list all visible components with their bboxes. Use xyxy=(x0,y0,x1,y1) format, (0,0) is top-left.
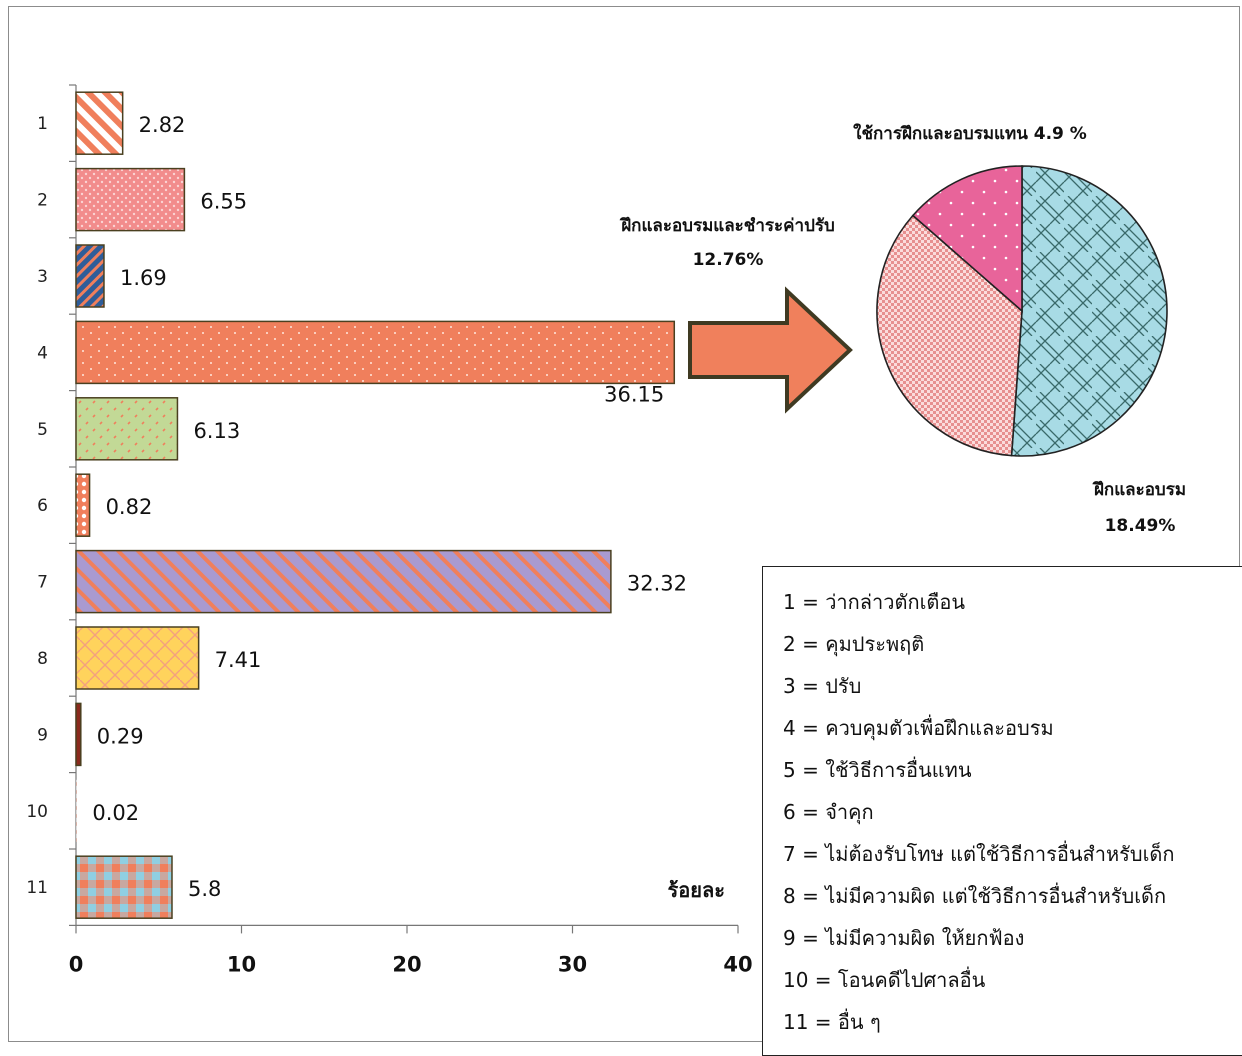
legend-box: 1 = ว่ากล่าวตักเตือน 2 = คุมประพฤติ 3 = … xyxy=(762,566,1242,1056)
data-label: 6.13 xyxy=(193,419,240,443)
pie-chart xyxy=(877,166,1167,456)
legend-item: 10 = โอนคดีไปศาลอื่น xyxy=(783,959,1242,1001)
pie-label-medium: ฝึกและอบรมและชำระค่าปรับ xyxy=(619,216,834,236)
legend-item: 9 = ไม่มีความผิด ให้ยกฟ้อง xyxy=(783,917,1242,959)
category-label: 9 xyxy=(37,725,48,745)
legend-item: 7 = ไม่ต้องรับโทษ แต่ใช้วิธีการอื่นสำหรั… xyxy=(783,833,1242,875)
category-label: 1 xyxy=(37,114,48,134)
bar-6 xyxy=(76,474,90,536)
bar-11 xyxy=(76,856,172,918)
legend-item: 1 = ว่ากล่าวตักเตือน xyxy=(783,581,1242,623)
pie-slice-2 xyxy=(1012,166,1167,456)
legend-item: 3 = ปรับ xyxy=(783,665,1242,707)
bar-3 xyxy=(76,245,104,307)
legend-item: 8 = ไม่มีความผิด แต่ใช้วิธีการอื่นสำหรับ… xyxy=(783,875,1242,917)
category-label: 10 xyxy=(26,802,48,822)
x-tick-label: 20 xyxy=(392,952,421,976)
x-tick-label: 10 xyxy=(227,952,256,976)
bar-9 xyxy=(76,703,81,765)
data-label: 2.82 xyxy=(139,113,186,137)
data-label: 1.69 xyxy=(120,266,167,290)
category-label: 4 xyxy=(37,343,48,363)
category-label: 6 xyxy=(37,496,48,516)
data-label: 0.82 xyxy=(106,495,153,519)
pie-label-large: ฝึกและอบรม xyxy=(1092,480,1186,500)
x-tick-label: 40 xyxy=(723,952,752,976)
pie-value-large: 18.49% xyxy=(1105,516,1176,536)
x-tick-label: 0 xyxy=(69,952,84,976)
category-label: 11 xyxy=(26,878,48,898)
legend-item: 6 = จำคุก xyxy=(783,791,1242,833)
legend-item: 2 = คุมประพฤติ xyxy=(783,623,1242,665)
legend-item: 5 = ใช้วิธีการอื่นแทน xyxy=(783,749,1242,791)
data-label: 5.8 xyxy=(188,877,221,901)
bar-1 xyxy=(76,92,123,154)
x-tick-label: 30 xyxy=(558,952,587,976)
bar-7 xyxy=(76,551,611,613)
category-label: 8 xyxy=(37,649,48,669)
data-label: 36.15 xyxy=(604,382,664,406)
pie-value-medium: 12.76% xyxy=(693,250,764,270)
category-label: 3 xyxy=(37,267,48,287)
bar-5 xyxy=(76,398,177,460)
legend-item: 11 = อื่น ๆ xyxy=(783,1001,1242,1043)
data-label: 7.41 xyxy=(215,648,262,672)
bar-2 xyxy=(76,169,184,231)
category-label: 5 xyxy=(37,420,48,440)
right-arrow-icon xyxy=(690,291,850,409)
data-label: 0.02 xyxy=(92,801,139,825)
pie-label-small: ใช้การฝึกและอบรมแทน 4.9 % xyxy=(853,123,1087,144)
x-axis-title: ร้อยละ xyxy=(668,878,725,902)
data-label: 6.55 xyxy=(200,190,247,214)
data-label: 0.29 xyxy=(97,724,144,748)
bar-8 xyxy=(76,627,199,689)
category-label: 2 xyxy=(37,191,48,211)
arrow xyxy=(690,291,850,409)
category-label: 7 xyxy=(37,573,48,593)
data-label: 32.32 xyxy=(627,572,687,596)
legend-item: 4 = ควบคุมตัวเพื่อฝึกและอบรม xyxy=(783,707,1242,749)
bar-4 xyxy=(76,321,674,383)
